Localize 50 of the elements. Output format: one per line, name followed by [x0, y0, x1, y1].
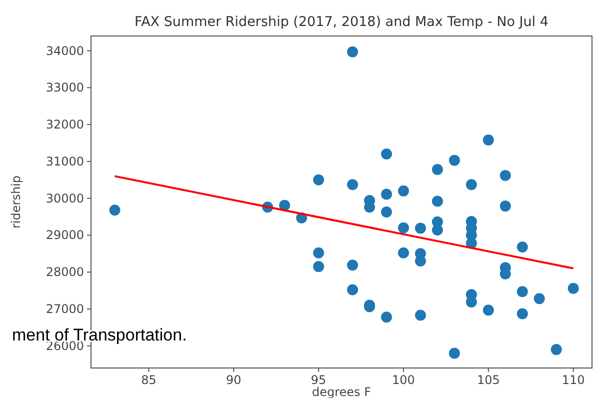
point [448, 154, 460, 166]
point [516, 286, 528, 298]
point [313, 247, 324, 258]
point [381, 312, 392, 323]
point [347, 284, 358, 296]
chart-title: FAX Summer Ridership (2017, 2018) and Max Temp - No Jul 4 [134, 14, 548, 30]
point [414, 310, 426, 321]
point [482, 304, 494, 316]
point [534, 293, 545, 304]
point [466, 179, 477, 190]
point [516, 242, 528, 253]
x-tick-label: 110 [562, 373, 585, 387]
point [568, 282, 579, 294]
y-tick-label: 33000 [46, 80, 84, 95]
point [482, 134, 494, 146]
point [381, 188, 392, 200]
y-axis-title: ridership [9, 175, 23, 229]
point [381, 148, 392, 160]
point [347, 260, 358, 271]
point [414, 256, 426, 267]
y-tick-label: 34000 [46, 44, 84, 58]
point [398, 247, 409, 258]
point [313, 261, 324, 272]
x-tick-label: 85 [141, 373, 156, 387]
y-tick-label: 27000 [46, 302, 84, 316]
x-tick-label: 100 [392, 373, 415, 387]
y-tick-label: 30000 [46, 191, 84, 206]
point [347, 46, 358, 58]
point [550, 344, 562, 356]
point [398, 185, 409, 196]
point [500, 170, 511, 181]
point [381, 206, 392, 218]
point [313, 174, 324, 186]
x-tick-label: 90 [226, 373, 242, 387]
point [432, 196, 443, 207]
x-tick-label: 95 [310, 373, 326, 387]
point [448, 348, 460, 359]
point [432, 224, 443, 236]
point [109, 204, 120, 216]
point [432, 164, 443, 176]
y-tick-label: 28000 [46, 265, 84, 280]
y-tick-label: 32000 [46, 118, 84, 132]
y-tick-label: 31000 [46, 154, 84, 168]
x-tick-label: 105 [476, 373, 500, 387]
point [414, 222, 426, 234]
point [500, 200, 511, 212]
point [516, 308, 528, 320]
point [398, 222, 409, 234]
y-tick-label: 29000 [46, 228, 84, 242]
point [347, 179, 358, 190]
